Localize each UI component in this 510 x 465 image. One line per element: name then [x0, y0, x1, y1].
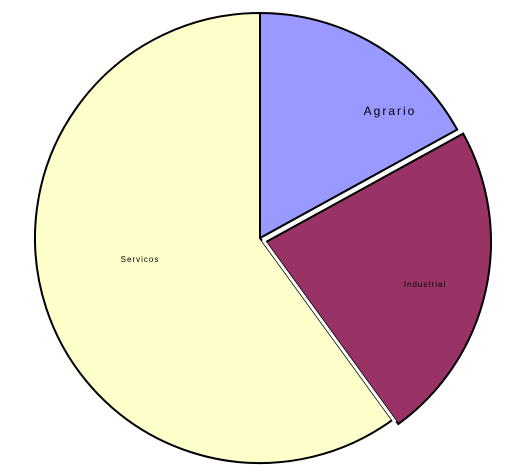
slice-separator-1	[262, 130, 461, 242]
slice-labels: Agrario Industrial Servicos	[121, 104, 446, 289]
slice-separator-2	[261, 239, 397, 423]
pie-slice-servicos	[34, 11, 394, 464]
slice-label-servicos: Servicos	[121, 255, 160, 264]
pie-slice-agrario	[259, 11, 459, 240]
slice-label-industrial: Industrial	[404, 280, 446, 289]
pie-slice-industrial	[264, 132, 492, 426]
pie-slices	[34, 11, 492, 464]
slice-label-agrario: Agrario	[364, 104, 417, 118]
slice-separators	[261, 130, 461, 423]
